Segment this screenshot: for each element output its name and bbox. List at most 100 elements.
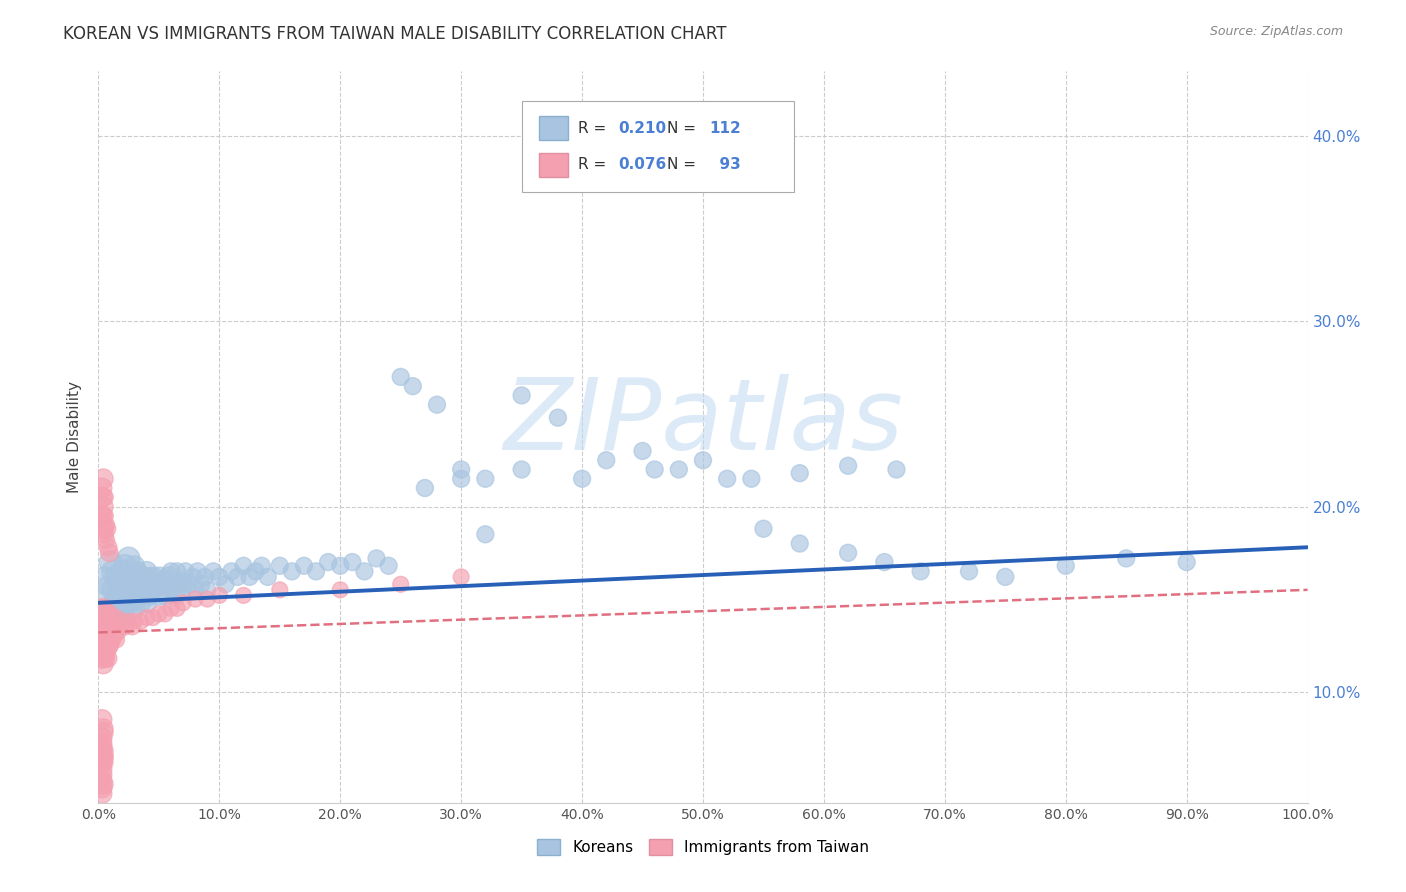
Point [837,546,859,560]
Point [214,577,236,591]
Point [292,558,315,573]
Point [103,629,125,643]
Point [124,601,146,615]
Text: N =: N = [666,121,700,136]
Point [174,565,197,579]
Y-axis label: Male Disability: Male Disability [67,381,83,493]
Point [96,522,118,536]
Point [93,601,115,615]
Point [389,577,412,591]
Point [232,588,254,602]
Point [118,551,141,566]
Point [91,620,114,634]
Point [94,651,117,665]
Point [474,527,496,541]
Point [91,472,114,486]
Point [138,588,160,602]
Point [142,570,165,584]
Point [91,749,114,764]
Text: Source: ZipAtlas.com: Source: ZipAtlas.com [1209,25,1343,38]
Point [994,570,1017,584]
FancyBboxPatch shape [522,101,793,192]
Point [93,508,115,523]
Point [124,558,146,573]
Point [91,500,114,514]
Point [510,388,533,402]
Point [184,592,207,607]
Point [202,565,225,579]
Point [91,737,114,751]
Point [957,565,980,579]
Point [91,508,114,523]
Point [93,574,115,588]
Point [108,601,131,615]
Point [93,651,115,665]
Point [510,462,533,476]
Point [91,755,114,769]
Point [250,558,273,573]
Point [90,632,112,647]
Point [91,481,114,495]
Point [184,582,207,597]
Point [111,565,134,579]
Text: 0.076: 0.076 [619,158,666,172]
Point [111,607,134,621]
Point [91,731,114,745]
Point [162,577,184,591]
Point [187,565,209,579]
Point [910,565,932,579]
Point [450,472,472,486]
Point [129,615,152,629]
Point [100,555,122,569]
Point [329,582,352,597]
Point [160,582,183,597]
Point [114,588,136,602]
Point [129,588,152,602]
Point [166,588,188,602]
Point [100,607,122,621]
Point [135,610,157,624]
Point [837,458,859,473]
Point [121,582,143,597]
Point [91,768,114,782]
Point [91,713,114,727]
FancyBboxPatch shape [538,153,568,177]
Legend: Koreans, Immigrants from Taiwan: Koreans, Immigrants from Taiwan [531,833,875,861]
Point [91,740,114,755]
Point [121,620,143,634]
Point [789,466,811,480]
Point [886,462,908,476]
Point [1115,551,1137,566]
Point [789,536,811,550]
Point [111,582,134,597]
Point [239,570,262,584]
Point [226,570,249,584]
Point [269,582,291,597]
Point [631,444,654,458]
Point [93,527,115,541]
Point [91,787,114,801]
Point [91,725,114,739]
Point [91,777,114,791]
Point [91,607,114,621]
Point [377,558,399,573]
Point [195,592,218,607]
Point [98,546,121,560]
Point [97,582,120,597]
FancyBboxPatch shape [538,116,568,140]
Point [166,565,188,579]
Point [91,644,114,658]
Point [644,462,666,476]
Point [450,570,472,584]
Point [101,632,124,647]
Text: 0.210: 0.210 [619,121,666,136]
Point [101,582,124,597]
Text: 112: 112 [709,121,741,136]
Point [329,558,352,573]
Point [94,533,117,547]
Point [98,615,121,629]
Point [150,577,173,591]
Point [668,462,690,476]
Point [547,410,569,425]
Point [157,570,180,584]
